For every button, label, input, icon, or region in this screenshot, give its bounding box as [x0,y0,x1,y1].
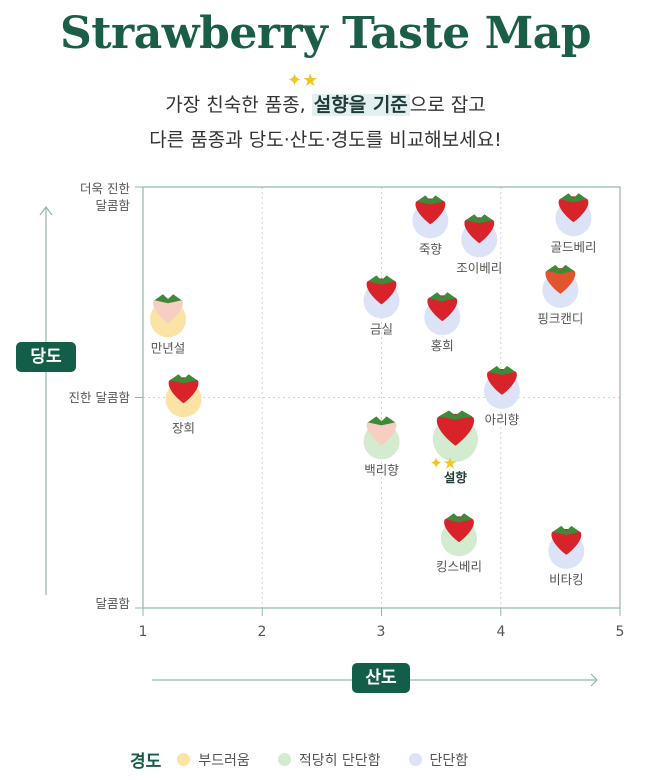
subtitle-line-2: 다른 품종과 당도·산도·경도를 비교해보세요! [149,129,502,151]
strawberry-icon [436,413,475,446]
strawberry-leaves-icon [552,525,580,535]
subtitle-text: 으로 잡고 [409,94,486,116]
strawberry-icon [366,278,397,305]
arrow-right-icon [590,673,598,687]
point-label: 골드베리 [550,239,596,254]
strawberry-leaves-icon [488,365,516,375]
x-axis-title-badge: 산도 [352,663,410,693]
y-tick-label-line: 더욱 진한 [80,181,130,196]
strawberry-icon [487,368,517,395]
point-label: 장희 [172,420,195,435]
point-label: 금실 [370,321,393,336]
strawberry-icon [168,377,199,404]
strawberry-leaves-icon [367,275,396,285]
legend: 경도 부드러움 적당히 단단함 단단함 [130,747,496,772]
legend-title: 경도 [130,752,162,772]
point-label: 죽향 [419,241,443,256]
sparkle-icon: ✦★ [429,453,457,472]
strawberry-leaves-icon [438,410,473,420]
legend-dot [177,753,191,766]
point-label: 홍희 [431,338,454,353]
point-label: 비타킹 [549,572,584,587]
point-label: 백리향 [364,462,399,477]
y-tick-label-line: 달콤함 [95,198,130,213]
strawberry-leaves-icon [559,193,588,203]
strawberry-icon [551,528,582,555]
strawberry-leaves-icon [445,513,473,523]
x-tick-label: 1 [138,624,148,640]
legend-label: 부드러움 [198,752,250,769]
strawberry-leaves-icon [416,195,444,205]
strawberry-leaves-icon [367,416,396,426]
point-label: 아리향 [485,412,520,427]
point-label: 만년설 [151,340,186,355]
strawberry-icon [464,217,495,244]
point-label: 설향 [444,470,468,485]
subtitle-line-1: 가장 친숙한 품종, 설향을 기준 으로 잡고 [0,90,651,117]
point-label: 핑크캔디 [537,311,583,326]
y-tick-label-bottom: 달콤함 [95,596,130,611]
legend-label: 단단함 [429,752,469,769]
strawberry-icon [444,516,474,543]
strawberry-leaves-icon [169,374,198,384]
legend-item-firm: 단단함 [408,750,469,770]
x-tick-label: 2 [257,624,267,640]
x-tick-label: 4 [496,624,506,640]
y-tick-label-mid: 진한 달콤함 [68,390,130,405]
subtitle-text: 가장 친숙한 품종, [165,94,312,116]
page-title: Strawberry Taste Map [59,8,592,59]
strawberry-leaves-icon [154,294,182,304]
y-axis-title-badge: 당도 [16,342,76,372]
strawberry-icon [415,198,446,225]
strawberry-icon [427,295,458,322]
legend-dot [277,753,291,766]
strawberry-icon [366,419,397,446]
subtitle-highlight: 설향을 기준 [311,94,410,116]
x-tick-label: 3 [376,624,386,640]
x-tick-label: 5 [615,624,625,640]
strawberry-leaves-icon [428,292,456,302]
arrow-up-icon [39,206,53,216]
legend-dot [408,753,422,766]
strawberry-icon [558,196,589,223]
legend-label: 적당히 단단함 [298,752,381,769]
sparkle-icon: ✦★ [287,70,319,91]
point-label: 조이베리 [456,260,502,275]
strawberry-icon [153,297,183,324]
strawberry-icon [545,267,576,294]
strawberry-leaves-icon [465,214,493,224]
legend-item-medium: 적당히 단단함 [277,750,381,770]
strawberry-leaves-icon [546,264,574,274]
point-label: 킹스베리 [436,559,482,574]
legend-item-soft: 부드러움 [177,750,250,770]
